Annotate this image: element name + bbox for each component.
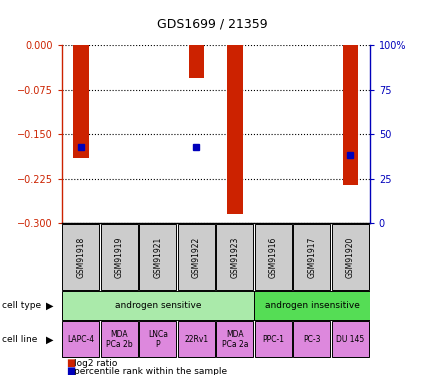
Bar: [139, 321, 176, 357]
Bar: [101, 224, 138, 290]
Bar: [216, 321, 253, 357]
Bar: [294, 321, 331, 357]
Text: GSM91921: GSM91921: [153, 236, 162, 278]
Text: cell type: cell type: [2, 301, 41, 310]
Bar: [62, 291, 254, 320]
Text: GSM91917: GSM91917: [307, 236, 317, 278]
Bar: [255, 224, 292, 290]
Bar: [343, 45, 358, 184]
Text: androgen sensitive: androgen sensitive: [115, 301, 201, 310]
Text: PC-3: PC-3: [303, 335, 321, 344]
Text: PPC-1: PPC-1: [263, 335, 284, 344]
Text: log2 ratio: log2 ratio: [74, 358, 118, 368]
Bar: [62, 321, 99, 357]
Text: ▶: ▶: [46, 301, 54, 310]
Text: MDA
PCa 2b: MDA PCa 2b: [106, 330, 133, 349]
Bar: [189, 45, 204, 78]
Bar: [178, 321, 215, 357]
Text: androgen insensitive: androgen insensitive: [264, 301, 360, 310]
Text: MDA
PCa 2a: MDA PCa 2a: [222, 330, 248, 349]
Text: percentile rank within the sample: percentile rank within the sample: [74, 367, 227, 375]
Bar: [294, 224, 331, 290]
Text: GSM91918: GSM91918: [76, 236, 85, 278]
Text: GSM91916: GSM91916: [269, 236, 278, 278]
Bar: [101, 321, 138, 357]
Text: ■: ■: [66, 358, 75, 368]
Bar: [255, 321, 292, 357]
Text: LAPC-4: LAPC-4: [67, 335, 94, 344]
Bar: [254, 291, 370, 320]
Text: cell line: cell line: [2, 335, 37, 344]
Bar: [332, 321, 369, 357]
Text: GDS1699 / 21359: GDS1699 / 21359: [157, 18, 268, 31]
Bar: [216, 224, 253, 290]
Text: 22Rv1: 22Rv1: [184, 335, 209, 344]
Bar: [73, 45, 88, 158]
Text: GSM91919: GSM91919: [115, 236, 124, 278]
Bar: [139, 224, 176, 290]
Text: ▶: ▶: [46, 334, 54, 344]
Bar: [332, 224, 369, 290]
Text: ■: ■: [66, 366, 75, 375]
Text: DU 145: DU 145: [336, 335, 365, 344]
Text: GSM91920: GSM91920: [346, 236, 355, 278]
Bar: [178, 224, 215, 290]
Text: LNCa
P: LNCa P: [148, 330, 168, 349]
Bar: [227, 45, 243, 214]
Text: GSM91922: GSM91922: [192, 236, 201, 278]
Bar: [62, 224, 99, 290]
Text: GSM91923: GSM91923: [230, 236, 239, 278]
